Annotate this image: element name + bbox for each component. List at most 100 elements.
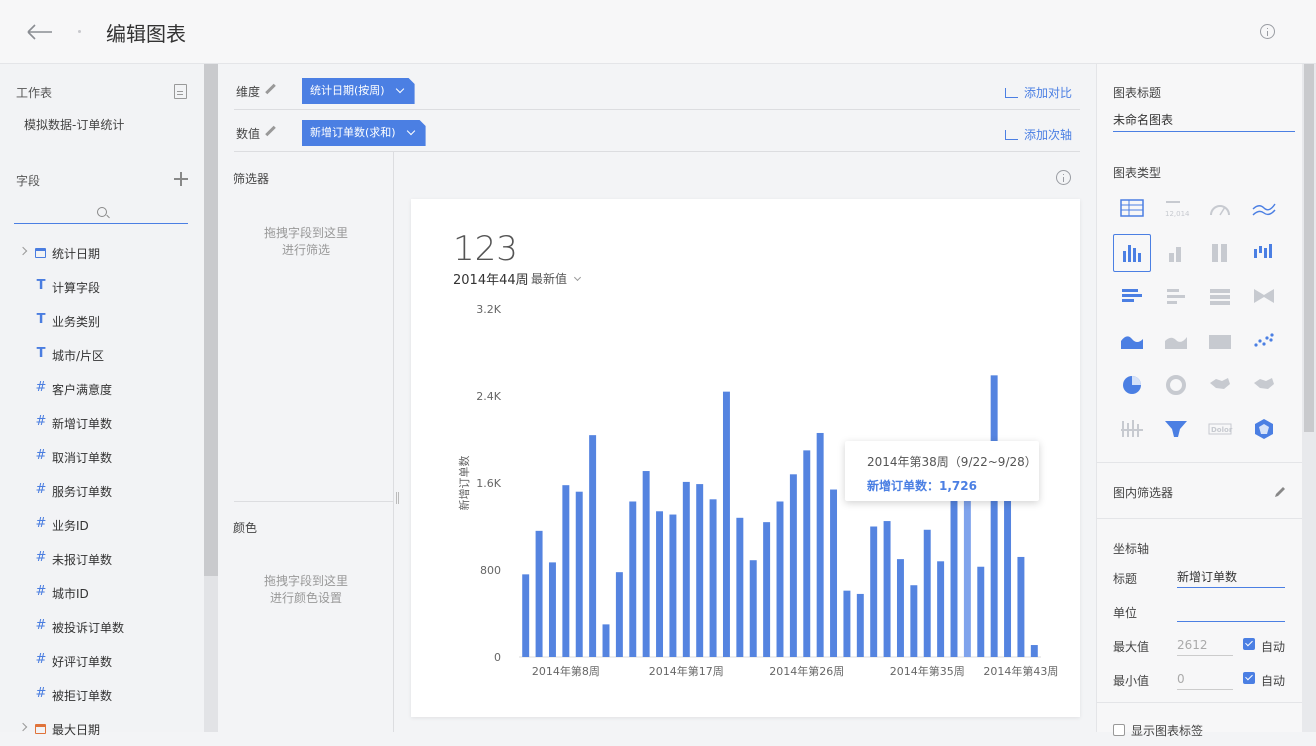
field-item[interactable]: # 被拒订单数 bbox=[0, 678, 204, 712]
bar[interactable] bbox=[830, 489, 838, 657]
bar[interactable] bbox=[1004, 489, 1012, 657]
field-item[interactable]: 统计日期 bbox=[0, 236, 204, 270]
pie-chart-icon[interactable] bbox=[1113, 366, 1151, 404]
bar[interactable] bbox=[696, 484, 704, 657]
bar[interactable] bbox=[548, 562, 556, 657]
bar[interactable] bbox=[629, 501, 637, 657]
funnel-chart-icon[interactable] bbox=[1157, 410, 1195, 448]
axis-min-input[interactable]: 0 bbox=[1177, 668, 1233, 690]
value-pill[interactable]: 新增订单数(求和) bbox=[302, 120, 426, 146]
bar[interactable] bbox=[856, 593, 864, 657]
bar[interactable] bbox=[669, 514, 677, 657]
add-field-icon[interactable] bbox=[174, 172, 188, 186]
bar[interactable] bbox=[843, 590, 851, 657]
kpi-mode-dropdown[interactable]: 最新值 bbox=[531, 270, 582, 287]
axis-max-input[interactable]: 2612 bbox=[1177, 634, 1233, 656]
edit-value-pencil-icon[interactable] bbox=[264, 126, 276, 138]
edit-dimension-pencil-icon[interactable] bbox=[264, 84, 276, 96]
bar[interactable] bbox=[896, 559, 904, 657]
bar[interactable] bbox=[1017, 556, 1025, 657]
info-icon[interactable] bbox=[1260, 24, 1275, 43]
chart-title-input[interactable]: 未命名图表 bbox=[1113, 112, 1295, 132]
field-item[interactable]: # 服务订单数 bbox=[0, 474, 204, 508]
bar[interactable] bbox=[950, 487, 958, 657]
bar[interactable] bbox=[910, 585, 918, 657]
expand-caret-icon[interactable] bbox=[18, 722, 28, 732]
bar[interactable] bbox=[789, 474, 797, 657]
bar[interactable] bbox=[963, 469, 971, 657]
funnel-compare-chart-icon[interactable] bbox=[1245, 278, 1283, 316]
bar[interactable] bbox=[977, 566, 985, 657]
waterfall-chart-icon[interactable] bbox=[1245, 234, 1283, 272]
field-item[interactable]: # 客户满意度 bbox=[0, 372, 204, 406]
map-chart-icon[interactable] bbox=[1201, 366, 1239, 404]
axis-max-auto-checkbox[interactable] bbox=[1243, 638, 1255, 650]
table-chart-icon[interactable] bbox=[1113, 190, 1151, 228]
percent-bar-chart-icon[interactable] bbox=[1201, 234, 1239, 272]
bar[interactable] bbox=[682, 481, 690, 657]
bar[interactable] bbox=[656, 511, 664, 657]
left-scrollbar[interactable] bbox=[204, 64, 218, 732]
inner-filter-pencil-icon[interactable] bbox=[1273, 484, 1287, 498]
bar[interactable] bbox=[776, 501, 784, 657]
field-item[interactable]: T 业务类别 bbox=[0, 304, 204, 338]
bar[interactable] bbox=[615, 572, 623, 657]
bar[interactable] bbox=[575, 491, 583, 657]
area-chart-icon[interactable] bbox=[1113, 322, 1151, 360]
add-compare-button[interactable]: 添加对比 bbox=[1004, 84, 1072, 101]
field-item[interactable]: # 业务ID bbox=[0, 508, 204, 542]
back-arrow-icon[interactable] bbox=[24, 18, 56, 46]
horizontal-stacked-chart-icon[interactable] bbox=[1157, 278, 1195, 316]
bar[interactable] bbox=[990, 375, 998, 657]
scatter-chart-icon[interactable] bbox=[1245, 322, 1283, 360]
boxplot-chart-icon[interactable] bbox=[1113, 410, 1151, 448]
ring-chart-icon[interactable] bbox=[1157, 366, 1195, 404]
add-secondary-axis-button[interactable]: 添加次轴 bbox=[1004, 126, 1072, 143]
stacked-bar-chart-icon[interactable] bbox=[1157, 234, 1195, 272]
show-labels-checkbox[interactable] bbox=[1113, 724, 1125, 736]
worksheet-name[interactable]: 模拟数据-订单统计 bbox=[24, 118, 125, 132]
axis-min-auto-checkbox[interactable] bbox=[1243, 672, 1255, 684]
filter-drop-zone[interactable]: 拖拽字段到这里 进行筛选 bbox=[263, 226, 348, 257]
bar[interactable] bbox=[923, 529, 931, 657]
horizontal-percent-chart-icon[interactable] bbox=[1201, 278, 1239, 316]
bar[interactable] bbox=[763, 522, 771, 657]
percent-area-chart-icon[interactable] bbox=[1201, 322, 1239, 360]
bar[interactable] bbox=[642, 471, 650, 657]
dimension-pill[interactable]: 统计日期(按周) bbox=[302, 78, 415, 104]
gauge-chart-icon[interactable] bbox=[1201, 190, 1239, 228]
bar[interactable] bbox=[749, 560, 757, 657]
field-item[interactable]: T 计算字段 bbox=[0, 270, 204, 304]
stacked-area-chart-icon[interactable] bbox=[1157, 322, 1195, 360]
bar[interactable] bbox=[803, 450, 811, 657]
kpi-chart-icon[interactable]: 12,014 bbox=[1157, 190, 1195, 228]
worksheet-doc-icon[interactable] bbox=[174, 84, 187, 99]
bar[interactable] bbox=[535, 530, 543, 657]
bar-chart-icon[interactable] bbox=[1113, 234, 1151, 272]
bar[interactable] bbox=[736, 517, 744, 657]
field-item[interactable]: # 城市ID bbox=[0, 576, 204, 610]
resize-handle[interactable] bbox=[396, 492, 399, 504]
bar[interactable] bbox=[602, 624, 610, 657]
field-item[interactable]: 最大日期 bbox=[0, 712, 204, 746]
line-chart-icon[interactable] bbox=[1245, 190, 1283, 228]
bar[interactable] bbox=[722, 391, 730, 657]
right-scrollbar[interactable] bbox=[1302, 64, 1316, 732]
color-drop-zone[interactable]: 拖拽字段到这里 进行颜色设置 bbox=[263, 574, 348, 605]
bar[interactable] bbox=[816, 432, 824, 657]
field-item[interactable]: # 好评订单数 bbox=[0, 644, 204, 678]
horizontal-bar-chart-icon[interactable] bbox=[1113, 278, 1151, 316]
chart-info-icon[interactable] bbox=[1056, 170, 1071, 189]
field-item[interactable]: # 新增订单数 bbox=[0, 406, 204, 440]
bar[interactable] bbox=[522, 574, 530, 657]
bar[interactable] bbox=[870, 526, 878, 658]
field-item[interactable]: # 取消订单数 bbox=[0, 440, 204, 474]
expand-caret-icon[interactable] bbox=[18, 246, 28, 256]
word-cloud-chart-icon[interactable]: Dolor bbox=[1201, 410, 1239, 448]
field-item[interactable]: # 未报订单数 bbox=[0, 542, 204, 576]
field-search-input[interactable] bbox=[14, 202, 188, 224]
bar[interactable] bbox=[709, 499, 717, 657]
axis-title-input[interactable]: 新增订单数 bbox=[1177, 566, 1285, 588]
bar[interactable] bbox=[937, 561, 945, 657]
field-item[interactable]: T 城市/片区 bbox=[0, 338, 204, 372]
